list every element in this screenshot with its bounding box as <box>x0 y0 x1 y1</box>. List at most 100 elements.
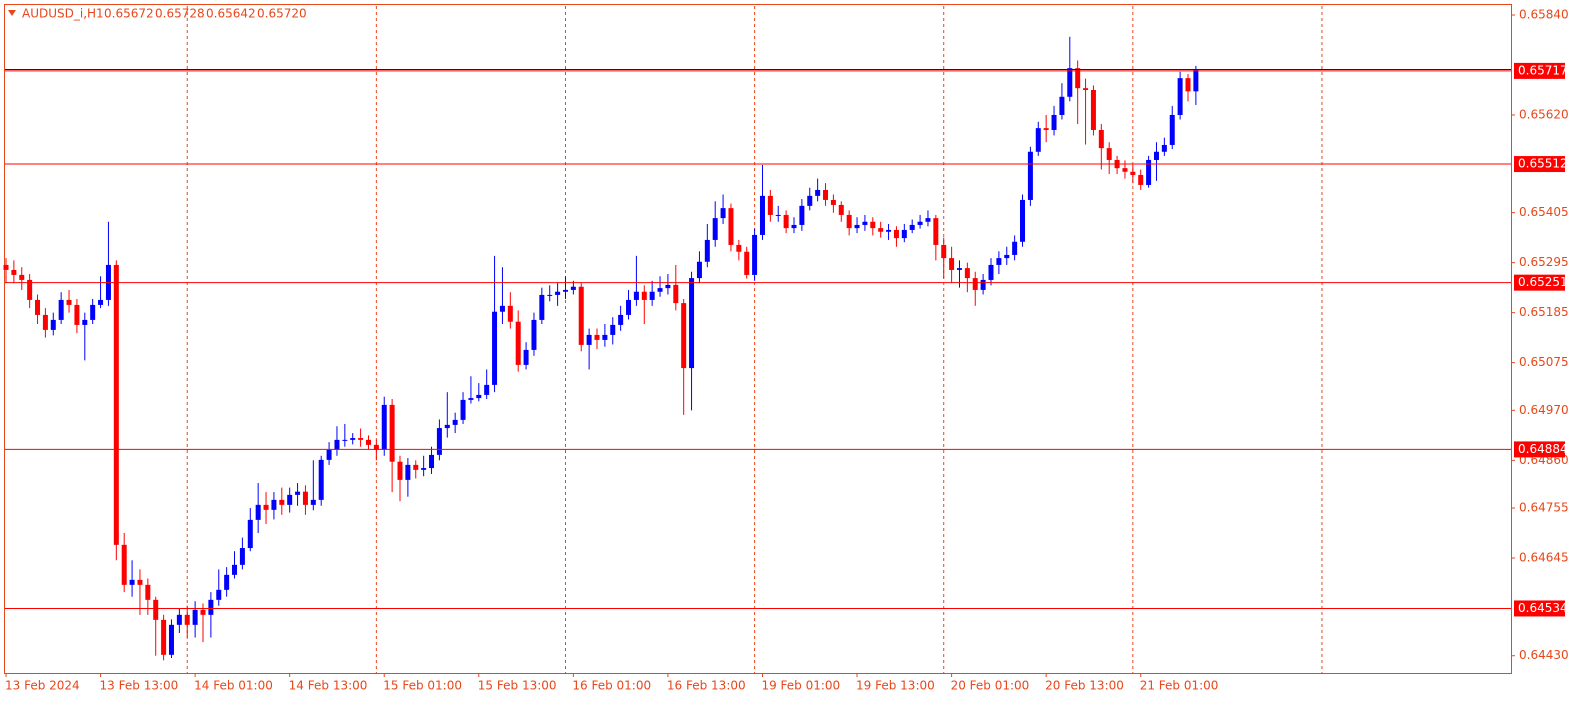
x-tick-label: 14 Feb 13:00 <box>289 679 368 693</box>
y-tick-label: 0.65840 <box>1519 7 1569 21</box>
candle-body <box>681 303 687 369</box>
level-label-box <box>1514 600 1565 617</box>
candle-body <box>531 319 537 350</box>
header-close: 0.65720 <box>257 7 307 21</box>
candle-body <box>153 599 159 620</box>
candle-body <box>878 228 884 232</box>
candle-body <box>933 218 939 245</box>
candle-body <box>823 189 829 200</box>
candle-body <box>113 264 119 545</box>
candle-body <box>1153 151 1159 160</box>
candle-body <box>689 278 695 369</box>
candle-body <box>358 438 364 440</box>
candle-body <box>830 199 836 205</box>
candle-body <box>468 398 474 400</box>
candle-body <box>1161 144 1167 152</box>
candle-body <box>192 609 198 625</box>
level-label-box <box>1514 62 1565 79</box>
candle-body <box>980 279 986 290</box>
y-tick-label: 0.64970 <box>1519 403 1569 417</box>
candle-body <box>641 291 647 300</box>
candle-body <box>334 439 340 450</box>
candle-body <box>381 404 387 450</box>
x-tick-label: 13 Feb 2024 <box>5 679 80 693</box>
candle-body <box>586 334 592 345</box>
candle-body <box>846 214 852 229</box>
candle-body <box>452 419 458 425</box>
candle-body <box>11 269 17 275</box>
y-tick-label: 0.64645 <box>1519 551 1569 565</box>
y-tick-label: 0.65620 <box>1519 107 1569 121</box>
candle-body <box>460 399 466 420</box>
candle-body <box>815 189 821 196</box>
candle-body <box>302 491 308 505</box>
y-tick-label: 0.64755 <box>1519 501 1569 515</box>
level-label: 0.65251 <box>1518 275 1568 289</box>
candle-body <box>539 294 545 320</box>
candle-body <box>58 299 64 320</box>
candle-body <box>712 218 718 240</box>
candle-body <box>1075 68 1081 89</box>
candle-body <box>255 504 261 520</box>
header-low: 0.65642 <box>206 7 256 21</box>
candle-body <box>373 444 379 450</box>
candle-body <box>3 264 9 270</box>
candle-body <box>1004 254 1010 259</box>
header-high: 0.65728 <box>155 7 205 21</box>
candle-body <box>633 291 639 300</box>
candle-body <box>326 449 332 460</box>
candle-body <box>145 584 151 600</box>
candle-body <box>562 289 568 292</box>
candle-body <box>791 224 797 229</box>
x-tick-label: 16 Feb 01:00 <box>572 679 651 693</box>
y-tick-label: 0.65405 <box>1519 205 1569 219</box>
candle-body <box>239 548 245 565</box>
candle-body <box>988 264 994 280</box>
y-tick-label: 0.65075 <box>1519 355 1569 369</box>
candle-body <box>499 305 505 312</box>
candle-body <box>224 574 230 590</box>
candle-body <box>1193 69 1199 92</box>
candle-body <box>515 321 521 365</box>
candle-body <box>696 261 702 279</box>
x-tick-label: 15 Feb 01:00 <box>383 679 462 693</box>
candle-body <box>570 286 576 290</box>
candle-body <box>19 274 25 280</box>
candle-body <box>783 214 789 229</box>
candle-body <box>870 221 876 229</box>
x-tick-label: 19 Feb 13:00 <box>856 679 935 693</box>
candle-body <box>405 464 411 480</box>
candle-body <box>1020 199 1026 242</box>
candle-body <box>744 251 750 275</box>
candle-body <box>649 291 655 300</box>
candle-body <box>216 589 222 600</box>
candle-body <box>1035 128 1041 152</box>
candle-body <box>476 394 482 399</box>
candle-body <box>626 299 632 315</box>
candle-body <box>247 519 253 549</box>
candle-body <box>1059 96 1065 115</box>
level-label-box <box>1514 441 1565 458</box>
candle-body <box>618 314 624 325</box>
candle-body <box>1090 89 1096 130</box>
candle-body <box>1098 129 1104 149</box>
candle-body <box>1185 78 1191 92</box>
candle-body <box>66 299 72 305</box>
y-tick-label: 0.65185 <box>1519 305 1569 319</box>
candle-body <box>1130 171 1136 175</box>
candle-body <box>610 324 616 335</box>
x-tick-label: 20 Feb 13:00 <box>1045 679 1124 693</box>
candle-body <box>98 299 104 305</box>
candle-body <box>555 291 561 295</box>
candle-body <box>295 491 301 495</box>
candle-body <box>129 579 135 585</box>
candle-body <box>161 619 167 655</box>
level-label-box <box>1514 156 1565 173</box>
candle-body <box>121 544 127 585</box>
candle-body <box>956 268 962 270</box>
candle-body <box>941 244 947 259</box>
candle-body <box>547 294 553 296</box>
candle-body <box>909 224 915 230</box>
